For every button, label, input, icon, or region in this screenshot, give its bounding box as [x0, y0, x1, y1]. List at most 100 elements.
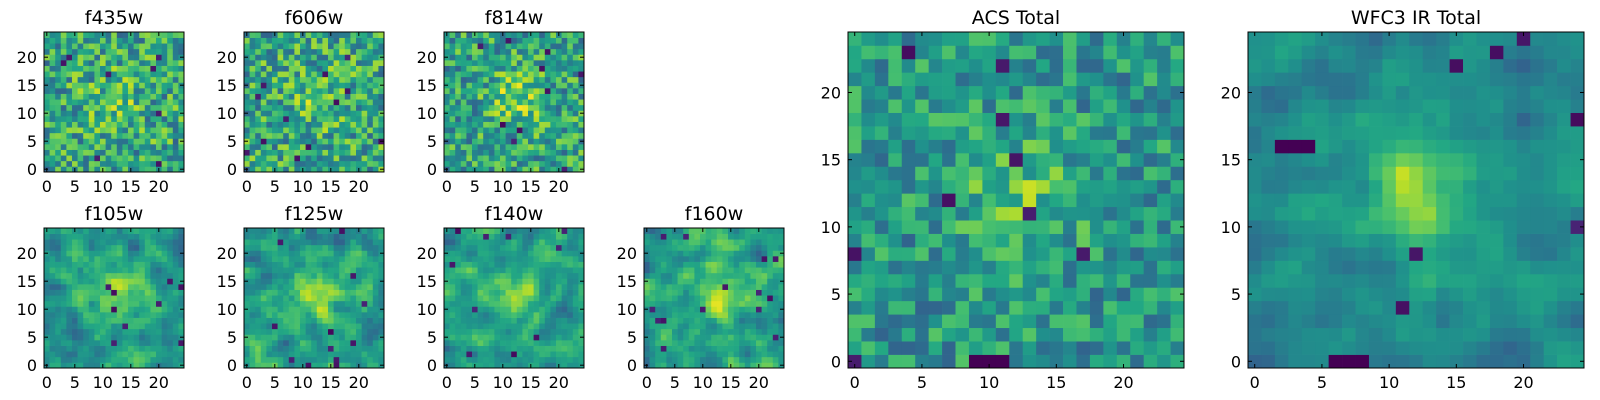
heatmap-cell	[116, 144, 123, 150]
heatmap-cell	[655, 328, 662, 335]
heatmap-cell	[739, 261, 746, 268]
heatmap-cell	[49, 250, 56, 257]
heatmap-cell	[522, 362, 529, 369]
heatmap-cell	[572, 272, 579, 279]
heatmap-cell	[716, 312, 723, 318]
heatmap-cell	[1116, 179, 1131, 194]
heatmap-cell	[767, 317, 774, 324]
heatmap-cell	[750, 328, 757, 335]
heatmap-cell	[483, 54, 490, 61]
heatmap-cell	[316, 300, 323, 307]
heatmap-cell	[328, 233, 334, 240]
heatmap-cell	[178, 233, 185, 240]
heatmap-cell	[455, 37, 462, 44]
heatmap-cell	[167, 37, 174, 44]
heatmap-cell	[460, 244, 467, 251]
heatmap-cell	[466, 76, 473, 83]
heatmap-cell	[178, 345, 185, 352]
heatmap-cell	[294, 278, 301, 285]
heatmap-cell	[260, 82, 267, 89]
heatmap-cell	[77, 295, 84, 302]
heatmap-cell	[488, 356, 495, 363]
heatmap-cell	[316, 160, 323, 167]
heatmap-cell	[516, 149, 523, 156]
heatmap-cell	[516, 250, 523, 257]
heatmap-cell	[350, 93, 357, 100]
heatmap-cell	[94, 334, 101, 341]
heatmap-cell	[367, 76, 374, 83]
heatmap-cell	[722, 328, 729, 335]
heatmap-cell	[460, 82, 467, 89]
heatmap-cell	[305, 54, 312, 61]
heatmap-cell	[178, 71, 185, 78]
heatmap-cell	[60, 244, 67, 251]
heatmap-cell	[344, 132, 351, 139]
heatmap-cell	[372, 121, 379, 128]
heatmap-cell	[316, 110, 323, 117]
heatmap-cell	[260, 233, 267, 240]
heatmap-cell	[705, 356, 712, 363]
heatmap-cell	[344, 32, 351, 38]
heatmap-cell	[767, 345, 774, 352]
heatmap-cell	[660, 312, 667, 318]
heatmap-cell	[372, 295, 379, 302]
heatmap-cell	[172, 160, 179, 167]
heatmap-cell	[561, 328, 568, 335]
heatmap-cell	[528, 99, 534, 106]
heatmap-cell	[105, 43, 112, 50]
heatmap-cell	[750, 306, 757, 313]
heatmap-cell	[716, 233, 723, 240]
heatmap-cell	[544, 65, 551, 72]
heatmap-cell	[1170, 193, 1185, 208]
heatmap-cell	[528, 256, 534, 262]
heatmap-cell	[277, 88, 284, 94]
heatmap-cell	[716, 272, 723, 279]
heatmap-cell	[66, 312, 73, 318]
heatmap-cell	[733, 267, 740, 274]
heatmap-cell	[128, 43, 134, 50]
heatmap-cell	[305, 155, 312, 162]
heatmap-cell	[556, 317, 562, 324]
heatmap-cell	[55, 149, 62, 156]
heatmap-cell	[367, 267, 374, 274]
heatmap-cell	[66, 250, 73, 257]
heatmap-cell	[466, 261, 473, 268]
x-tick-label: 0	[242, 373, 252, 392]
heatmap-cell	[72, 155, 78, 162]
heatmap-cell	[283, 261, 290, 268]
heatmap-cell	[339, 340, 346, 346]
heatmap-cell	[88, 278, 95, 285]
heatmap-cell	[88, 272, 95, 279]
heatmap-cell	[294, 82, 301, 89]
heatmap-cell	[277, 362, 284, 369]
heatmap-cell	[55, 65, 62, 72]
heatmap-cell	[344, 233, 351, 240]
heatmap-cell	[361, 93, 368, 100]
heatmap-cell	[150, 160, 157, 167]
heatmap-cell	[100, 60, 106, 66]
heatmap-cell	[305, 328, 312, 335]
heatmap-cell	[756, 261, 762, 268]
heatmap-cell	[328, 88, 334, 94]
heatmap-cell	[550, 76, 557, 83]
x-tick-label: 0	[242, 177, 252, 196]
heatmap-cell	[255, 328, 262, 335]
heatmap-cell	[982, 260, 997, 275]
heatmap-cell	[116, 127, 123, 134]
heatmap-cell	[367, 284, 374, 290]
heatmap-cell	[122, 334, 129, 341]
heatmap-cell	[567, 256, 574, 262]
heatmap-cell	[874, 300, 889, 315]
x-tick-label: 5	[470, 177, 480, 196]
heatmap-cell	[1143, 179, 1158, 194]
heatmap-cell	[72, 317, 78, 324]
heatmap-cell	[968, 287, 983, 302]
heatmap-cell	[344, 149, 351, 156]
heatmap-cell	[660, 362, 667, 369]
heatmap-cell	[266, 351, 273, 358]
heatmap-cell	[305, 76, 312, 83]
heatmap-cell	[942, 341, 956, 355]
heatmap-cell	[100, 267, 106, 274]
heatmap-cell	[333, 272, 340, 279]
heatmap-cell	[466, 278, 473, 285]
